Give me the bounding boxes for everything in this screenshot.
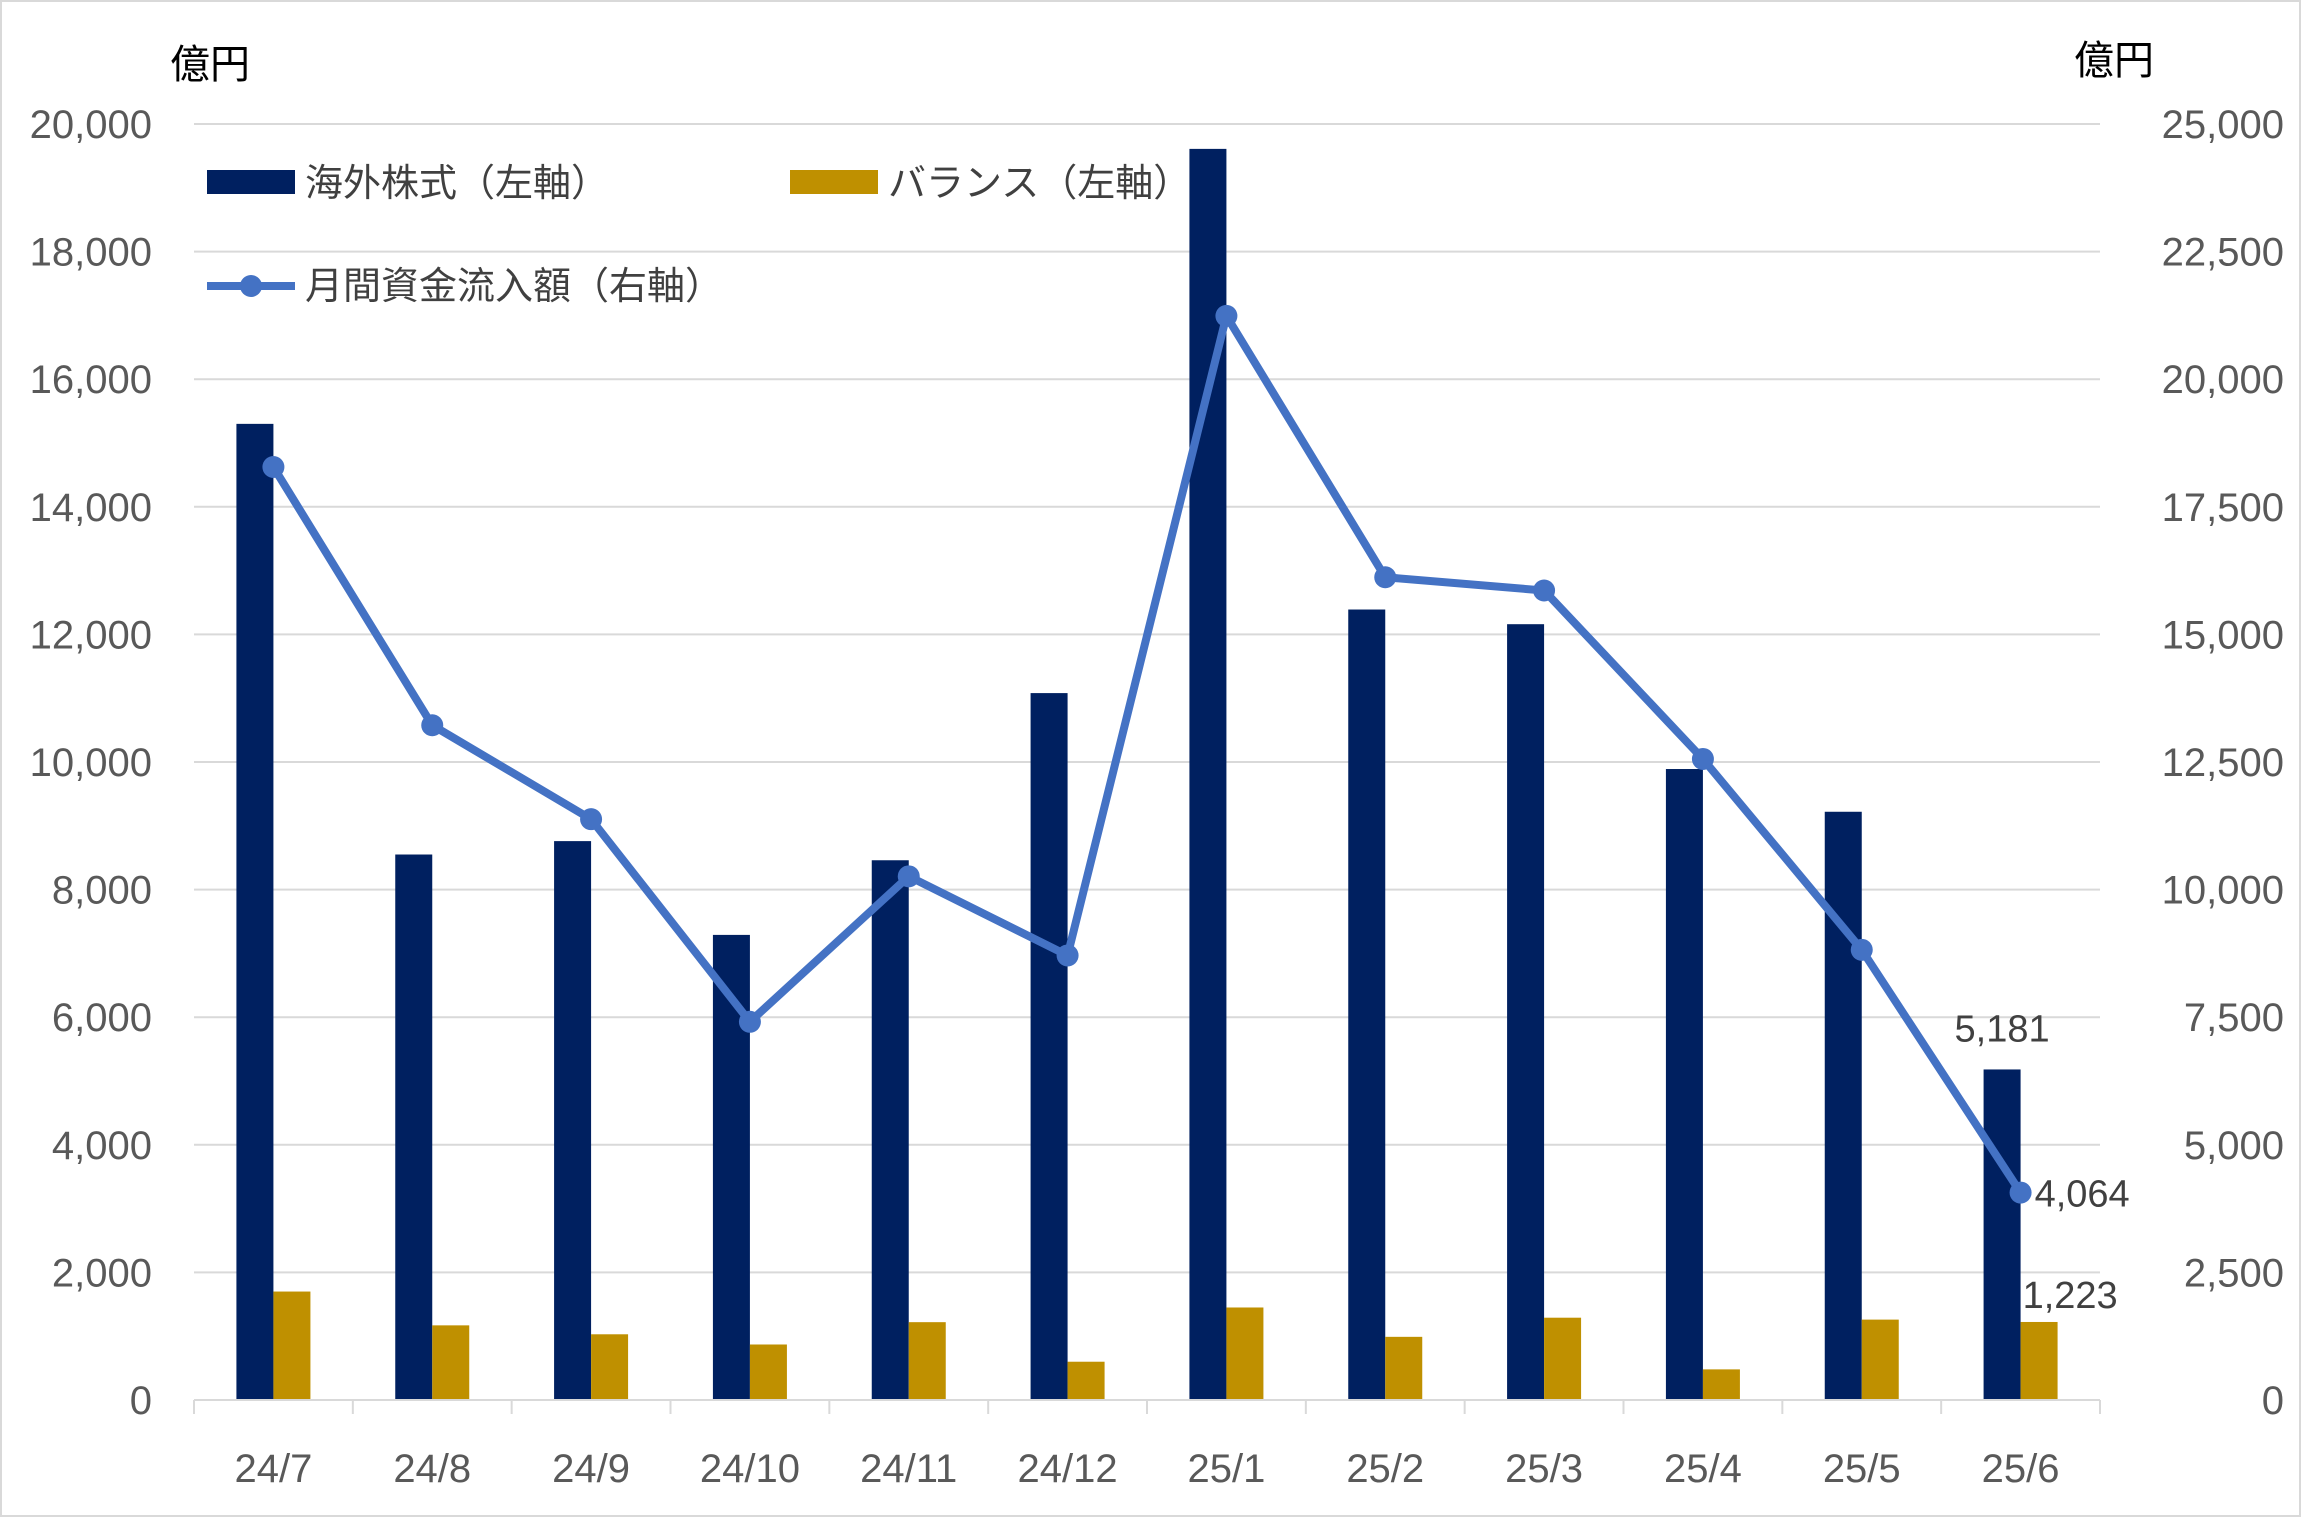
bar-balance: [1067, 1361, 1105, 1400]
bar-overseas-equity: [1348, 609, 1386, 1400]
bar-balance: [749, 1344, 787, 1400]
bars: [236, 148, 2058, 1401]
data-label: 1,223: [2023, 1275, 2118, 1317]
right-axis-unit: 億円: [2074, 39, 2154, 83]
bar-balance: [273, 1291, 311, 1400]
left-tick-label: 18,000: [30, 231, 152, 275]
x-tick-label: 25/2: [1346, 1447, 1424, 1491]
bar-balance: [591, 1334, 629, 1400]
legend-swatch-inflow-marker: [240, 275, 262, 297]
left-tick-label: 16,000: [30, 358, 152, 402]
x-tick-label: 25/4: [1664, 1447, 1742, 1491]
left-tick-label: 14,000: [30, 486, 152, 530]
bar-overseas-equity: [236, 423, 274, 1400]
inflow-point: [580, 808, 603, 831]
left-tick-label: 10,000: [30, 741, 152, 785]
right-tick-label: 7,500: [2184, 996, 2284, 1040]
right-tick-label: 0: [2262, 1379, 2284, 1423]
bar-balance: [1544, 1317, 1582, 1400]
right-tick-label: 17,500: [2162, 486, 2284, 530]
inflow-point: [1056, 944, 1079, 967]
bar-overseas-equity: [395, 854, 433, 1400]
x-tick-label: 25/5: [1823, 1447, 1901, 1491]
x-tick-label: 24/7: [234, 1447, 312, 1491]
axes: 0 2,000 4,000 6,000 8,000 10,000 12,000 14,000 1…: [30, 103, 2284, 1491]
legend-label-balance: バランス（左軸）: [888, 163, 1191, 205]
bar-overseas-equity: [1030, 693, 1068, 1400]
left-tick-label: 20,000: [30, 103, 152, 147]
legend-label-overseas-equity: 海外株式（左軸）: [305, 163, 609, 205]
x-tick-label: 25/1: [1187, 1447, 1265, 1491]
left-tick-label: 0: [130, 1379, 152, 1423]
right-tick-label: 10,000: [2162, 869, 2284, 913]
left-tick-label: 4,000: [52, 1124, 152, 1168]
legend: 海外株式（左軸） バランス（左軸） 月間資金流入額（右軸）: [207, 163, 1191, 308]
inflow-point: [1215, 304, 1238, 327]
x-tick-label: 24/8: [393, 1447, 471, 1491]
bar-overseas-equity: [1824, 811, 1862, 1400]
inflow-line: [270, 311, 2024, 1195]
bar-overseas-equity: [554, 841, 592, 1400]
inflow-point: [2009, 1181, 2032, 1204]
inflow-point: [262, 455, 285, 478]
x-tick-label: 25/3: [1505, 1447, 1583, 1491]
right-tick-label: 2,500: [2184, 1251, 2284, 1295]
right-tick-label: 15,000: [2162, 613, 2284, 657]
inflow-point: [1533, 579, 1556, 602]
inflow-point: [1374, 566, 1397, 589]
left-axis-unit: 億円: [170, 43, 250, 87]
inflow-point: [897, 865, 920, 888]
x-tick-label: 24/11: [860, 1447, 957, 1491]
legend-label-inflow: 月間資金流入額（右軸）: [305, 266, 723, 308]
bar-overseas-equity: [1983, 1069, 2021, 1400]
bar-overseas-equity: [1665, 769, 1703, 1400]
bar-balance: [908, 1322, 946, 1400]
legend-swatch-overseas-equity: [207, 170, 295, 194]
left-tick-label: 2,000: [52, 1251, 152, 1295]
bar-balance: [432, 1325, 470, 1400]
right-tick-label: 12,500: [2162, 741, 2284, 785]
right-tick-label: 22,500: [2162, 231, 2284, 275]
data-label: 4,064: [2035, 1174, 2130, 1216]
line-series: [262, 304, 2032, 1204]
data-labels: 5,181 4,064 1,223: [1955, 1008, 2130, 1317]
bar-overseas-equity: [1189, 148, 1227, 1401]
left-tick-label: 8,000: [52, 869, 152, 913]
right-tick-label: 25,000: [2162, 103, 2284, 147]
bar-overseas-equity: [871, 860, 909, 1400]
x-tick-label: 24/9: [552, 1447, 630, 1491]
bar-balance: [2020, 1321, 2058, 1400]
inflow-point: [421, 714, 444, 737]
right-tick-label: 5,000: [2184, 1124, 2284, 1168]
x-tick-label: 25/6: [1982, 1447, 2060, 1491]
x-tick-label: 24/12: [1018, 1447, 1118, 1491]
bar-overseas-equity: [1507, 624, 1545, 1400]
bar-balance: [1861, 1319, 1899, 1400]
legend-swatch-balance: [790, 170, 878, 194]
data-label: 5,181: [1955, 1008, 2050, 1050]
bar-balance: [1702, 1369, 1740, 1400]
inflow-point: [1850, 938, 1873, 961]
bar-balance: [1226, 1307, 1264, 1400]
left-tick-label: 6,000: [52, 996, 152, 1040]
inflow-point: [738, 1010, 761, 1033]
inflow-point: [1691, 747, 1714, 770]
bar-balance: [1385, 1336, 1423, 1400]
left-tick-label: 12,000: [30, 613, 152, 657]
x-tick-label: 24/10: [700, 1447, 800, 1491]
right-tick-label: 20,000: [2162, 358, 2284, 402]
